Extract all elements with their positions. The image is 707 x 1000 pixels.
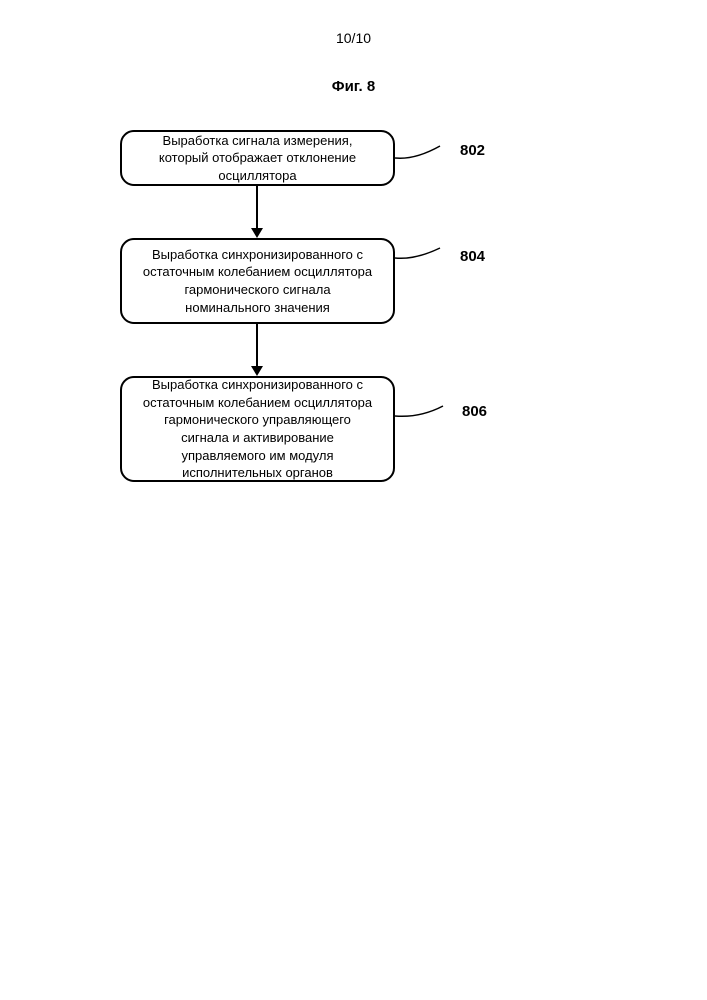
connector-2-3 [256, 324, 258, 366]
node-text: Выработка сигнала измерения, который ото… [140, 132, 375, 185]
node-text: Выработка синхронизированного с остаточн… [140, 246, 375, 316]
page-number: 10/10 [336, 30, 371, 46]
node-label-806: 806 [462, 403, 487, 420]
flowchart-node-806: Выработка синхронизированного с остаточн… [120, 376, 395, 482]
node-label-802: 802 [460, 142, 485, 159]
connector-1-2 [256, 186, 258, 228]
leader-line-804 [395, 240, 460, 270]
flowchart-node-804: Выработка синхронизированного с остаточн… [120, 238, 395, 324]
leader-line-802 [395, 138, 460, 168]
arrow-1-2 [251, 228, 263, 238]
leader-line-806 [395, 398, 463, 428]
node-text: Выработка синхронизированного с остаточн… [140, 376, 375, 481]
flowchart-node-802: Выработка сигнала измерения, который ото… [120, 130, 395, 186]
node-label-804: 804 [460, 248, 485, 265]
figure-title: Фиг. 8 [332, 78, 375, 95]
arrow-2-3 [251, 366, 263, 376]
